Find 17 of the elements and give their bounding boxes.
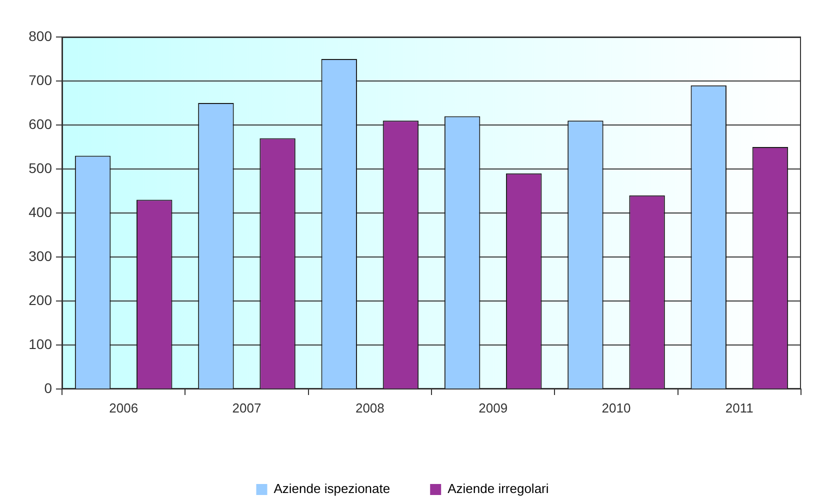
x-tick-label: 2007 (232, 400, 262, 416)
x-tick-label: 2006 (109, 400, 138, 416)
y-tick-label: 600 (28, 116, 52, 132)
y-tick-label: 800 (28, 28, 52, 44)
y-tick-label: 700 (28, 72, 52, 88)
y-tick-label: 300 (28, 248, 52, 264)
y-tick-label: 0 (44, 380, 52, 396)
x-tick-label: 2009 (478, 400, 508, 416)
legend-label: Aziende ispezionate (274, 481, 390, 496)
x-tick-label: 2011 (725, 400, 754, 416)
y-tick-label: 200 (28, 292, 52, 308)
legend-label: Aziende irregolari (448, 481, 549, 496)
y-tick-label: 100 (28, 336, 52, 352)
y-tick-label: 400 (28, 204, 52, 220)
y-tick-label: 500 (28, 160, 52, 176)
x-tick-label: 2008 (355, 400, 384, 416)
x-tick-label: 2010 (602, 400, 631, 416)
